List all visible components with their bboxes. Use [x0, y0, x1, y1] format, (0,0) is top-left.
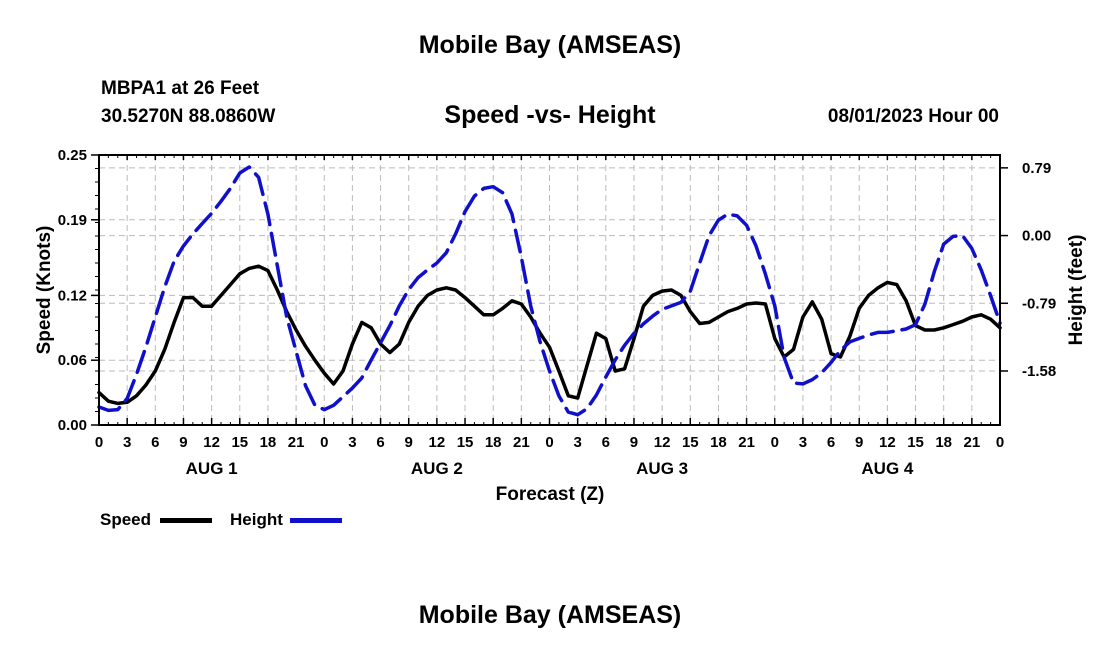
y-tick-label-right: -0.79 — [1022, 295, 1056, 312]
x-tick-label: 3 — [573, 434, 581, 451]
y-tick-label-left: 0.19 — [58, 212, 87, 229]
forecast-date-label: 08/01/2023 Hour 00 — [827, 106, 999, 127]
y-tick-label-right: -1.58 — [1022, 363, 1056, 380]
x-tick-label: 21 — [288, 434, 305, 451]
x-tick-label: 15 — [682, 434, 699, 451]
x-tick-label: 9 — [405, 434, 413, 451]
legend-speed-label: Speed — [100, 510, 152, 529]
x-tick-label: 0 — [95, 434, 103, 451]
x-tick-label: 21 — [738, 434, 755, 451]
axes: 0 3 6 9 12 15 18 21 0 3 6 9 12 15 18 21 0 3 6 9 12 15 18 21 0 3 6 9… — [58, 147, 1056, 478]
chart-title-bottom: Mobile Bay (AMSEAS) — [418, 601, 682, 629]
x-tick-label: 0 — [320, 434, 328, 451]
x-tick-label: 6 — [376, 434, 384, 451]
x-tick-label: 3 — [799, 434, 807, 451]
y-tick-label-right: 0.79 — [1022, 160, 1051, 177]
x-tick-label: 9 — [855, 434, 863, 451]
x-tick-label: 21 — [964, 434, 981, 451]
x-tick-label: 18 — [485, 434, 502, 451]
legend-speed-swatch — [160, 518, 212, 523]
grid — [99, 155, 1000, 425]
day-label: AUG 2 — [411, 459, 463, 478]
height-series-line — [97, 165, 1002, 417]
x-tick-label: 6 — [151, 434, 159, 451]
x-tick-label: 15 — [457, 434, 474, 451]
y-tick-label-right: 0.00 — [1022, 228, 1051, 245]
y-tick-label-left: 0.12 — [58, 287, 87, 304]
x-tick-label: 21 — [513, 434, 530, 451]
series-lines — [97, 165, 1002, 417]
chart-title-top: Mobile Bay (AMSEAS) — [418, 31, 682, 59]
day-label: AUG 1 — [186, 459, 238, 478]
y-tick-label-left: 0.25 — [58, 147, 87, 164]
day-label: AUG 3 — [636, 459, 688, 478]
x-tick-label: 18 — [710, 434, 727, 451]
legend-height-swatch — [290, 518, 342, 523]
x-tick-label: 6 — [602, 434, 610, 451]
chart-title: Speed -vs- Height — [444, 101, 656, 129]
x-tick-label: 3 — [123, 434, 131, 451]
day-label: AUG 4 — [861, 459, 914, 478]
x-tick-label: 9 — [630, 434, 638, 451]
x-axis-label: Forecast (Z) — [496, 484, 605, 505]
x-tick-label: 12 — [429, 434, 446, 451]
x-tick-label: 12 — [203, 434, 220, 451]
x-tick-label: 12 — [654, 434, 671, 451]
x-tick-label: 0 — [996, 434, 1004, 451]
x-tick-label: 15 — [231, 434, 248, 451]
x-tick-label: 6 — [827, 434, 835, 451]
x-tick-label: 18 — [935, 434, 952, 451]
x-tick-label: 18 — [260, 434, 277, 451]
y-tick-label-left: 0.06 — [58, 352, 87, 369]
x-tick-label: 3 — [348, 434, 356, 451]
x-tick-label: 15 — [907, 434, 924, 451]
y-axis-left-label: Speed (Knots) — [34, 226, 55, 355]
legend-height-label: Height — [230, 510, 283, 529]
x-tick-label: 0 — [545, 434, 553, 451]
y-axis-right-label: Height (feet) — [1066, 235, 1087, 346]
x-tick-label: 12 — [879, 434, 896, 451]
station-label: MBPA1 at 26 Feet — [101, 78, 260, 99]
coordinates-label: 30.5270N 88.0860W — [101, 106, 276, 127]
x-tick-label: 0 — [771, 434, 779, 451]
speed-series-line — [97, 264, 1002, 406]
x-tick-label: 9 — [179, 434, 187, 451]
y-tick-label-left: 0.00 — [58, 417, 87, 434]
